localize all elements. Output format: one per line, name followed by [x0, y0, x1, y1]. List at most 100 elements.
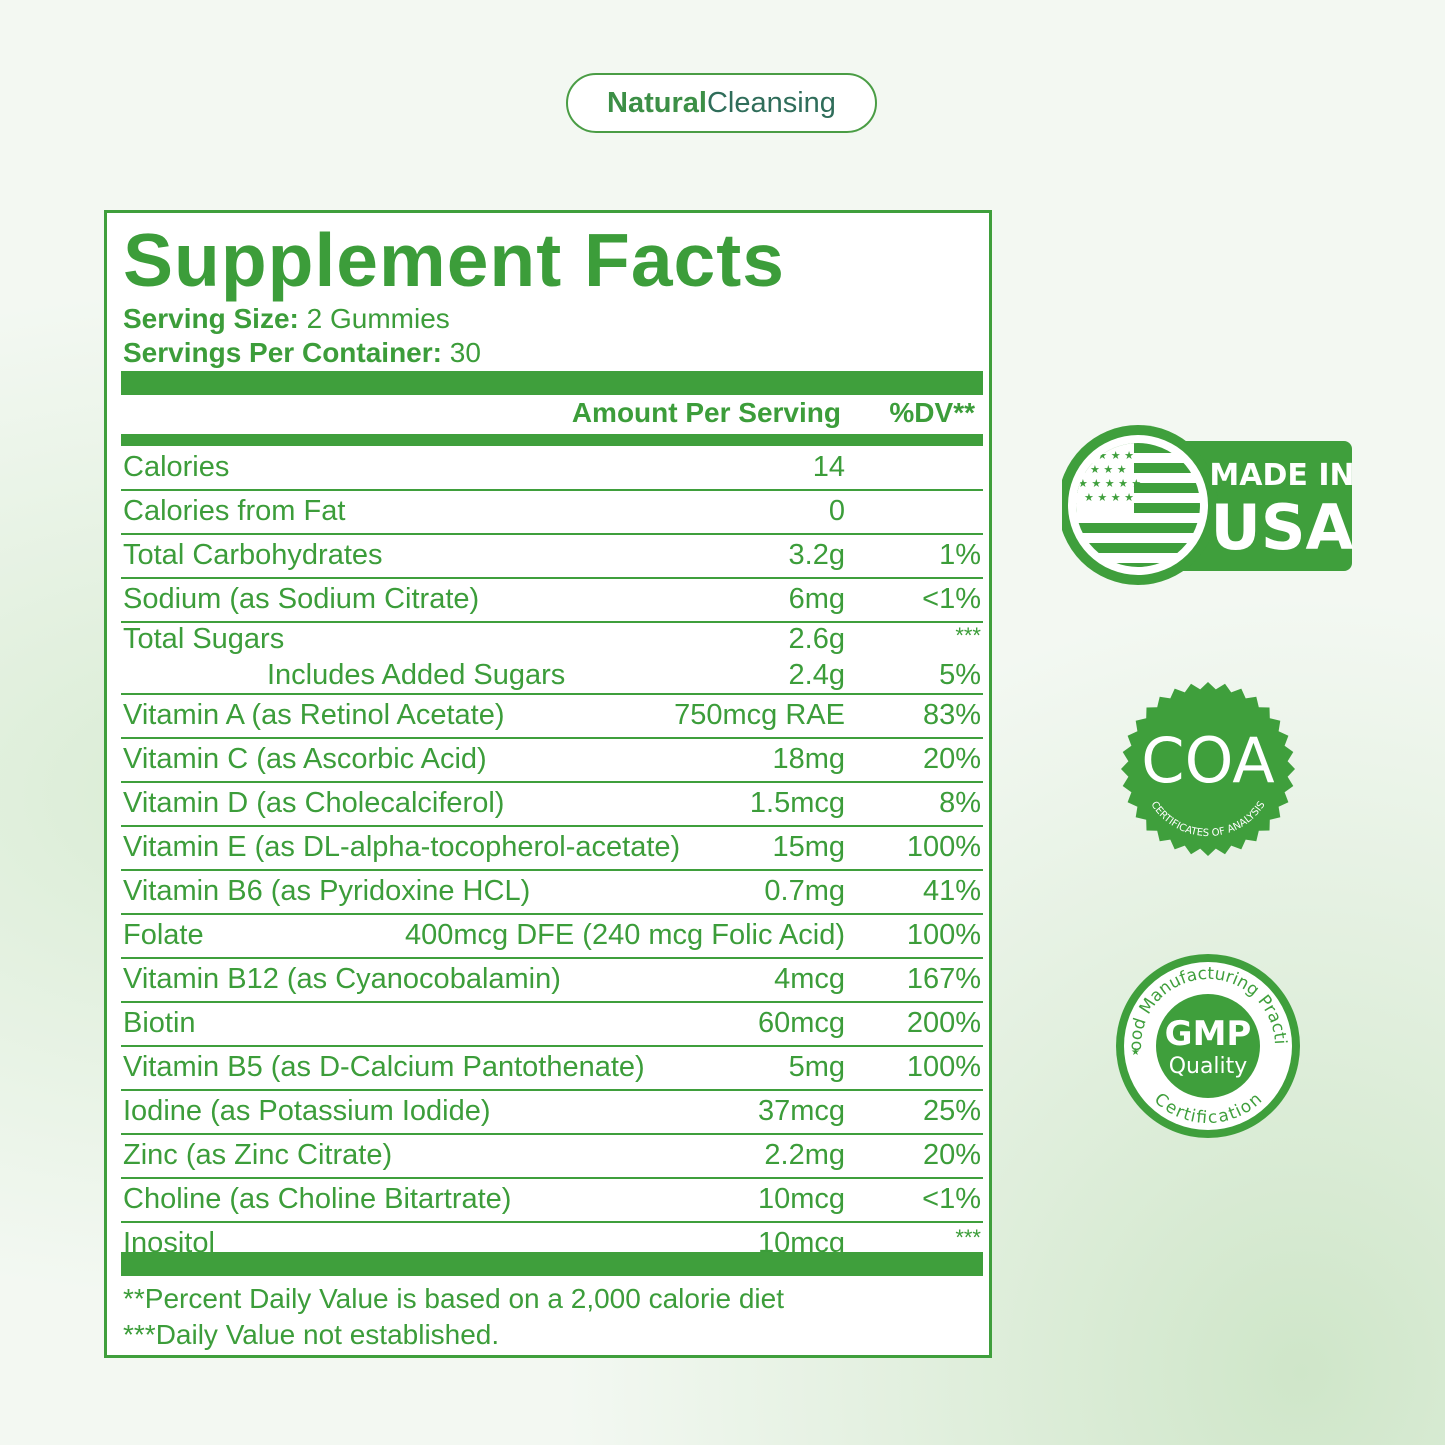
facts-row: Calories from Fat 0 — [121, 493, 983, 535]
nutrient-amount: 3.2g — [788, 539, 845, 571]
row-divider — [121, 1001, 983, 1003]
row-divider — [121, 737, 983, 739]
row-divider — [121, 1221, 983, 1223]
nutrient-amount: 10mcg — [757, 1183, 845, 1215]
nutrient-amount: 400mcg DFE (240 mcg Folic Acid) — [405, 919, 845, 951]
gmp-badge: GMP Quality Good Manufacturing Practice … — [1113, 951, 1300, 1138]
nutrient-dv: 100% — [906, 1051, 981, 1083]
sub-nutrient-name: Includes Added Sugars — [267, 659, 566, 691]
svg-text:★ ★ ★: ★ ★ ★ — [1090, 463, 1127, 476]
nutrient-name: Vitamin E (as DL-alpha-tocopherol-acetat… — [123, 831, 681, 863]
svg-text:★ ★ ★ ★: ★ ★ ★ ★ — [1084, 491, 1134, 504]
nutrient-name: Vitamin D (as Cholecalciferol) — [123, 787, 505, 819]
nutrient-amount: 15mg — [772, 831, 845, 863]
nutrient-name: Choline (as Choline Bitartrate) — [123, 1183, 512, 1215]
coa-badge: COA CERTIFICATES OF ANALYSIS — [1121, 682, 1295, 856]
row-divider — [121, 825, 983, 827]
nutrient-amount: 0.7mg — [764, 875, 845, 907]
nutrient-amount: 2.2mg — [764, 1139, 845, 1171]
facts-row: Sodium (as Sodium Citrate) 6mg <1% — [121, 581, 983, 623]
nutrient-dv: *** — [955, 623, 981, 648]
nutrient-dv: 1% — [939, 539, 981, 571]
facts-row: Vitamin D (as Cholecalciferol) 1.5mcg 8% — [121, 785, 983, 827]
medium-divider — [121, 434, 983, 446]
header-amount: Amount Per Serving — [571, 397, 841, 428]
nutrient-amount: 18mg — [772, 743, 845, 775]
nutrient-amount: 1.5mcg — [749, 787, 845, 819]
nutrient-name: Total Carbohydrates — [123, 539, 383, 571]
svg-text:★ ★ ★ ★ ★: ★ ★ ★ ★ ★ — [1078, 477, 1141, 490]
row-divider — [121, 693, 983, 695]
nutrient-name: Folate — [123, 919, 204, 951]
nutrient-name: Sodium (as Sodium Citrate) — [123, 583, 480, 615]
nutrient-name: Iodine (as Potassium Iodide) — [123, 1095, 491, 1127]
facts-title: Supplement Facts — [123, 218, 785, 302]
facts-row: Total Sugars 2.6g *** Includes Added Sugars… — [121, 623, 983, 695]
facts-row: Iodine (as Potassium Iodide) 37mcg 25% — [121, 1093, 983, 1135]
facts-row: Vitamin B5 (as D-Calcium Pantothenate) 5m… — [121, 1049, 983, 1091]
serving-size-value: 2 Gummies — [298, 303, 450, 334]
row-divider — [121, 781, 983, 783]
facts-row: Vitamin E (as DL-alpha-tocopherol-acetat… — [121, 829, 983, 871]
nutrient-amount: 2.6g — [788, 623, 845, 655]
row-divider — [121, 869, 983, 871]
nutrient-dv: 200% — [906, 1007, 981, 1039]
footnote-not-established: ***Daily Value not established. — [123, 1319, 500, 1350]
row-divider — [121, 1089, 983, 1091]
serving-size-label: Serving Size: — [123, 303, 299, 334]
nutrient-amount: 6mg — [788, 583, 845, 615]
nutrient-dv: 167% — [906, 963, 981, 995]
gmp-sub-text: Quality — [1169, 1054, 1248, 1079]
nutrient-name: Vitamin A (as Retinol Acetate) — [123, 699, 505, 731]
coa-main-text: COA — [1141, 724, 1274, 797]
brand-logo: Natural Cleansing — [566, 73, 877, 133]
row-divider — [121, 1045, 983, 1047]
nutrient-name: Total Sugars — [123, 623, 285, 655]
facts-row: Vitamin C (as Ascorbic Acid) 18mg 20% — [121, 741, 983, 783]
nutrient-name: Vitamin B6 (as Pyridoxine HCL) — [123, 875, 531, 907]
serving-size: Serving Size: 2 Gummies — [123, 303, 450, 335]
thick-divider-bottom — [121, 1252, 983, 1276]
gmp-main-text: GMP — [1165, 1014, 1252, 1054]
facts-row: Zinc (as Zinc Citrate) 2.2mg 20% — [121, 1137, 983, 1179]
thick-divider — [121, 371, 983, 395]
star-icon: ★ — [1131, 1047, 1140, 1058]
nutrient-name: Calories — [123, 451, 230, 483]
header-dv: %DV** — [889, 397, 975, 428]
footnote-dv: **Percent Daily Value is based on a 2,00… — [123, 1283, 784, 1314]
facts-row: Vitamin B6 (as Pyridoxine HCL) 0.7mg 41% — [121, 873, 983, 915]
nutrient-dv: 100% — [906, 919, 981, 951]
row-divider — [121, 1133, 983, 1135]
row-divider — [121, 577, 983, 579]
servings-value: 30 — [441, 337, 481, 368]
servings-per-container: Servings Per Container: 30 — [123, 337, 481, 369]
nutrient-dv: 20% — [922, 743, 981, 775]
nutrient-dv: 100% — [906, 831, 981, 863]
row-divider — [121, 913, 983, 915]
row-divider — [121, 621, 983, 623]
facts-row: Calories 14 — [121, 449, 983, 491]
nutrient-dv: 8% — [939, 787, 981, 819]
nutrient-amount: 37mcg — [757, 1095, 845, 1127]
facts-row: Total Carbohydrates 3.2g 1% — [121, 537, 983, 579]
nutrient-name: Vitamin B5 (as D-Calcium Pantothenate) — [123, 1051, 645, 1083]
usa-badge-line1: MADE IN — [1209, 458, 1354, 493]
facts-row: Vitamin B12 (as Cyanocobalamin) 4mcg 167% — [121, 961, 983, 1003]
row-divider — [121, 489, 983, 491]
sub-nutrient-dv: 5% — [939, 659, 981, 691]
nutrient-name: Calories from Fat — [123, 495, 346, 527]
nutrient-dv: 20% — [922, 1139, 981, 1171]
seal-icon — [1121, 682, 1295, 856]
nutrient-name: Zinc (as Zinc Citrate) — [123, 1139, 393, 1171]
facts-row: Choline (as Choline Bitartrate) 10mcg <1% — [121, 1181, 983, 1223]
facts-row: Folate 400mcg DFE (240 mcg Folic Acid) 100… — [121, 917, 983, 959]
usa-flag-icon: ★ ★ ★ ★ ★ ★ ★ ★ ★ ★ ★ ★ ★ ★ ★ ★ — [1076, 443, 1200, 567]
servings-label: Servings Per Container: — [123, 337, 442, 368]
nutrient-dv: <1% — [922, 583, 981, 615]
facts-row: Biotin 60mcg 200% — [121, 1005, 983, 1047]
nutrient-amount: 750mcg RAE — [674, 699, 845, 731]
nutrient-dv: <1% — [922, 1183, 981, 1215]
made-in-usa-badge: ★ ★ ★ ★ ★ ★ ★ ★ ★ ★ ★ ★ ★ ★ ★ ★ MADE IN … — [1062, 425, 1354, 585]
nutrient-amount: 4mcg — [774, 963, 845, 995]
brand-name-part1: Natural — [607, 86, 707, 119]
